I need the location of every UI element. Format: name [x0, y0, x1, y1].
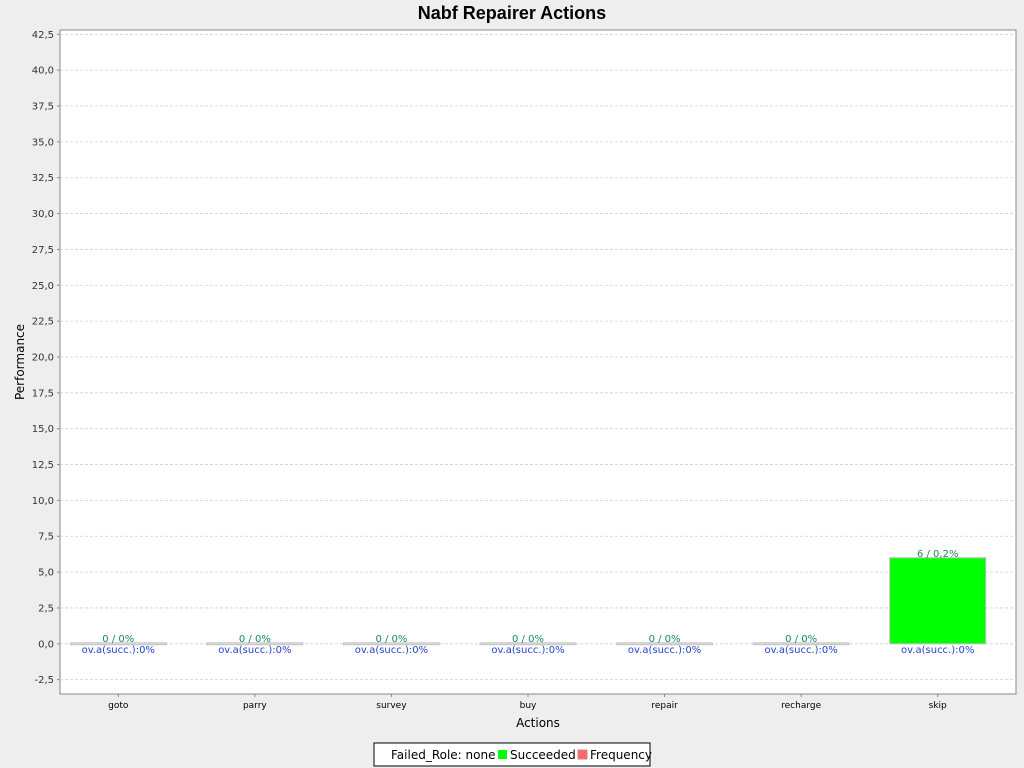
y-tick-label: 25,0 [32, 281, 54, 292]
y-tick-label: 35,0 [32, 137, 54, 148]
y-tick-label: 7,5 [38, 532, 54, 543]
bar-bottom-label: ov.a(succ.):0% [764, 645, 837, 656]
bar-bottom-label: ov.a(succ.):0% [491, 645, 564, 656]
bar-top-label: 0 / 0% [785, 634, 817, 645]
x-category-label: parry [243, 701, 267, 711]
y-tick-label: 15,0 [32, 424, 54, 435]
x-axis-label: Actions [516, 716, 560, 730]
bar-top-label: 0 / 0% [512, 634, 544, 645]
bar-empty [616, 642, 713, 646]
y-tick-label: 17,5 [32, 388, 54, 399]
bar-succeeded [889, 557, 987, 645]
bar-top-label: 0 / 0% [102, 634, 134, 645]
bar-empty [343, 642, 440, 646]
bar-empty [479, 642, 577, 646]
y-tick-label: 27,5 [32, 245, 54, 256]
y-tick-label: 20,0 [32, 352, 54, 363]
x-category-label: goto [108, 701, 129, 711]
y-tick-label: 30,0 [32, 209, 54, 220]
legend-item-succeeded: Succeeded [510, 748, 576, 762]
legend-swatch-frequency [577, 749, 588, 760]
legend-swatch-succeeded [498, 750, 507, 759]
y-tick-label: 40,0 [32, 66, 54, 77]
x-category-label: buy [520, 701, 537, 711]
bar-bottom-label: ov.a(succ.):0% [901, 645, 974, 656]
y-tick-label: 10,0 [32, 496, 54, 507]
bar-bottom-label: ov.a(succ.):0% [218, 645, 291, 656]
legend-item-failed-role: Failed_Role: none [391, 748, 495, 762]
bar-top-label: 0 / 0% [649, 634, 681, 645]
y-tick-label: 37,5 [32, 102, 54, 113]
chart-title: Nabf Repairer Actions [418, 3, 606, 23]
bar-empty [752, 642, 850, 646]
y-tick-label: 5,0 [38, 568, 54, 579]
x-category-label: recharge [781, 701, 821, 711]
bar-top-label: 0 / 0% [239, 634, 271, 645]
x-category-label: repair [651, 701, 678, 711]
bar-bottom-label: ov.a(succ.):0% [355, 645, 428, 656]
y-tick-label: 0,0 [38, 639, 54, 650]
y-axis-label: Performance [13, 324, 27, 400]
bar-bottom-label: ov.a(succ.):0% [82, 645, 155, 656]
y-tick-label: -2,5 [34, 675, 54, 686]
plot-area [59, 29, 1017, 695]
bar-empty [69, 642, 167, 646]
bar-bottom-label: ov.a(succ.):0% [628, 645, 701, 656]
y-tick-label: 42,5 [32, 30, 54, 41]
x-axis-categories: goto parry survey buy repair recharge skip [108, 694, 947, 711]
y-axis-ticks: -2,5 0,0 2,5 5,0 7,5 10,0 12,5 15,0 17,5 20,0 22,5… [32, 30, 60, 686]
legend-item-frequency: Frequency [590, 748, 652, 762]
y-tick-label: 22,5 [32, 317, 54, 328]
y-tick-label: 2,5 [38, 603, 54, 614]
legend-box [373, 742, 651, 767]
y-tick-label: 32,5 [32, 173, 54, 184]
bar-empty [206, 642, 304, 646]
bar-top-label: 6 / 0,2% [917, 549, 959, 560]
bars: 0 / 0%ov.a(succ.):0%0 / 0%ov.a(succ.):0%… [69, 549, 987, 656]
x-category-label: skip [929, 701, 947, 711]
y-tick-label: 12,5 [32, 460, 54, 471]
bar-top-label: 0 / 0% [375, 634, 407, 645]
x-category-label: survey [376, 701, 407, 711]
grid-lines [60, 33, 1016, 681]
legend: Failed_Role: none Succeeded Frequency [373, 742, 652, 767]
